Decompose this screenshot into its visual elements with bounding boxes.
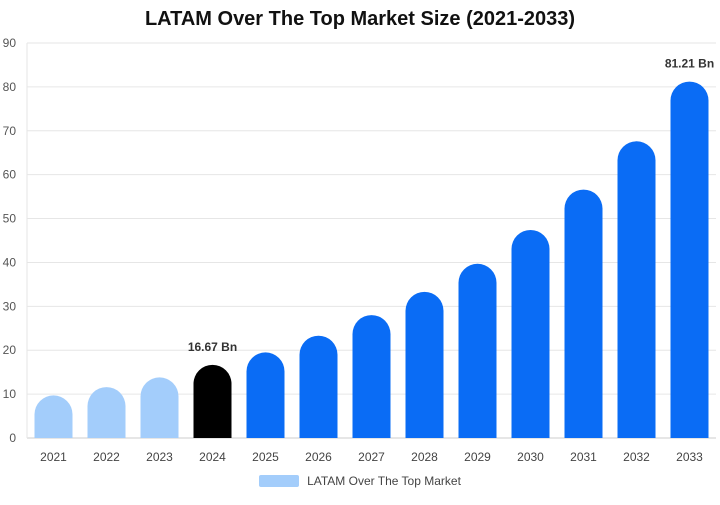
x-tick-label: 2021 (40, 450, 67, 464)
x-tick-label: 2026 (305, 450, 332, 464)
y-tick-label: 50 (3, 212, 17, 226)
bar (564, 189, 603, 438)
bar (299, 335, 338, 438)
x-tick-label: 2028 (411, 450, 438, 464)
bar (193, 364, 232, 438)
bar (405, 291, 444, 438)
x-tick-label: 2023 (146, 450, 173, 464)
x-tick-label: 2025 (252, 450, 279, 464)
x-tick-label: 2022 (93, 450, 120, 464)
x-tick-label: 2027 (358, 450, 385, 464)
bar (87, 387, 126, 438)
y-tick-label: 10 (3, 387, 17, 401)
y-tick-label: 70 (3, 124, 17, 138)
bar (246, 352, 285, 438)
bar (34, 395, 73, 438)
y-tick-label: 60 (3, 168, 17, 182)
legend: LATAM Over The Top Market (0, 474, 720, 488)
x-tick-label: 2033 (676, 450, 703, 464)
bar (617, 141, 656, 439)
chart-title: LATAM Over The Top Market Size (2021-203… (144, 8, 576, 30)
y-tick-label: 20 (3, 343, 17, 357)
bar (352, 315, 391, 438)
x-tick-label: 2032 (623, 450, 650, 464)
x-tick-label: 2029 (464, 450, 491, 464)
y-tick-label: 40 (3, 255, 17, 269)
bar (511, 229, 550, 438)
y-tick-label: 90 (3, 36, 17, 50)
bar (140, 377, 179, 438)
legend-swatch (259, 475, 300, 487)
x-tick-label: 2030 (517, 450, 544, 464)
y-tick-label: 0 (9, 431, 16, 445)
y-tick-label: 30 (3, 299, 17, 313)
data-label: 16.67 Bn (188, 340, 237, 354)
bar (458, 263, 497, 438)
y-tick-label: 80 (3, 80, 17, 94)
x-tick-label: 2024 (199, 450, 226, 464)
bar (670, 81, 709, 438)
x-tick-label: 2031 (570, 450, 597, 464)
data-label: 81.21 Bn (665, 57, 714, 71)
legend-label: LATAM Over The Top Market (307, 474, 461, 488)
